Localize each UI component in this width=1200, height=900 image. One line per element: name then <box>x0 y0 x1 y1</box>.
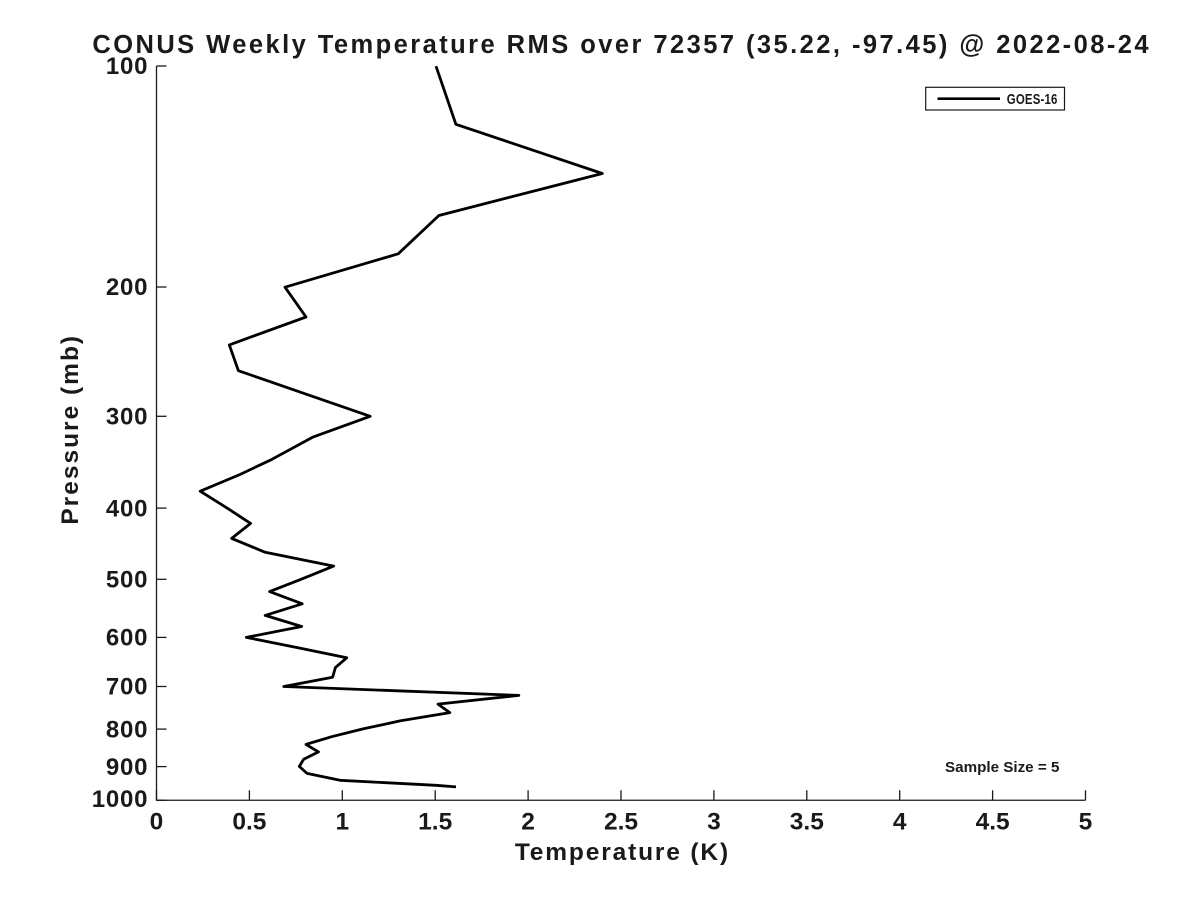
svg-text:0.5: 0.5 <box>232 808 266 835</box>
svg-text:Pressure (mb): Pressure (mb) <box>57 334 84 525</box>
svg-text:300: 300 <box>106 404 148 431</box>
svg-text:2: 2 <box>521 808 535 835</box>
svg-text:200: 200 <box>106 274 148 301</box>
svg-text:800: 800 <box>106 716 148 743</box>
svg-text:CONUS Weekly Temperature RMS o: CONUS Weekly Temperature RMS over 72357 … <box>92 31 1151 59</box>
svg-text:0: 0 <box>150 808 164 835</box>
svg-text:3: 3 <box>707 808 721 835</box>
svg-text:2.5: 2.5 <box>604 808 638 835</box>
svg-text:900: 900 <box>106 754 148 781</box>
svg-text:4.5: 4.5 <box>976 808 1010 835</box>
svg-text:GOES-16: GOES-16 <box>1007 91 1058 108</box>
svg-text:1: 1 <box>335 808 349 835</box>
svg-text:Temperature (K): Temperature (K) <box>515 839 730 866</box>
svg-text:500: 500 <box>106 567 148 594</box>
svg-text:4: 4 <box>893 808 907 835</box>
svg-text:700: 700 <box>106 674 148 701</box>
svg-text:1000: 1000 <box>92 786 149 813</box>
svg-text:600: 600 <box>106 625 148 652</box>
svg-text:5: 5 <box>1079 808 1093 835</box>
svg-text:3.5: 3.5 <box>790 808 824 835</box>
svg-text:Sample Size = 5: Sample Size = 5 <box>945 759 1060 776</box>
svg-text:1.5: 1.5 <box>418 808 452 835</box>
svg-text:400: 400 <box>106 495 148 522</box>
svg-text:100: 100 <box>106 53 148 80</box>
